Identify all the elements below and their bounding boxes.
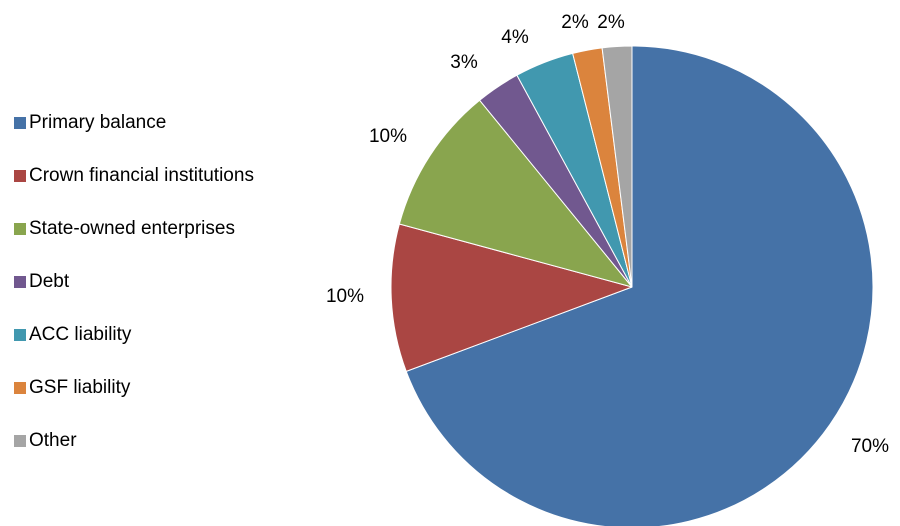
- legend-swatch-primary-balance: [14, 117, 26, 129]
- legend-label: ACC liability: [29, 324, 132, 345]
- legend-swatch-acc-liability: [14, 329, 26, 341]
- legend-label: State-owned enterprises: [29, 218, 235, 239]
- data-label-acc-liability: 4%: [501, 27, 529, 48]
- data-label-state-owned-enterprises: 10%: [369, 126, 407, 147]
- legend-swatch-state-owned-enterprises: [14, 223, 26, 235]
- legend-item-state-owned-enterprises: State-owned enterprises: [14, 215, 254, 268]
- legend-item-crown-financial-institutions: Crown financial institutions: [14, 162, 254, 215]
- pie-slices: [390, 45, 874, 526]
- data-label-crown-financial-institutions: 10%: [326, 286, 364, 307]
- legend-label: Debt: [29, 271, 70, 292]
- legend-label: Other: [29, 430, 77, 451]
- data-label-primary-balance: 70%: [851, 436, 889, 457]
- legend-label: GSF liability: [29, 377, 131, 398]
- legend-swatch-crown-financial-institutions: [14, 170, 26, 182]
- legend-swatch-debt: [14, 276, 26, 288]
- data-label-other: 2%: [597, 12, 625, 33]
- legend-swatch-gsf-liability: [14, 382, 26, 394]
- legend-label: Primary balance: [29, 112, 167, 133]
- data-label-debt: 3%: [450, 52, 478, 73]
- legend: Primary balance Crown financial instituti…: [14, 109, 254, 480]
- legend-item-primary-balance: Primary balance: [14, 109, 254, 162]
- legend-swatch-other: [14, 435, 26, 447]
- legend-item-other: Other: [14, 427, 254, 480]
- legend-item-acc-liability: ACC liability: [14, 321, 254, 374]
- slice-crown-financial-institutions: [390, 223, 633, 372]
- data-label-gsf-liability: 2%: [561, 12, 589, 33]
- legend-item-debt: Debt: [14, 268, 254, 321]
- pie-data-labels: 70% 10% 10% 3% 4% 2% 2%: [326, 12, 889, 457]
- slice-other: [601, 45, 633, 288]
- legend-item-gsf-liability: GSF liability: [14, 374, 254, 427]
- legend-label: Crown financial institutions: [29, 165, 254, 186]
- slice-state-owned-enterprises: [398, 99, 633, 288]
- slice-primary-balance: [405, 45, 874, 526]
